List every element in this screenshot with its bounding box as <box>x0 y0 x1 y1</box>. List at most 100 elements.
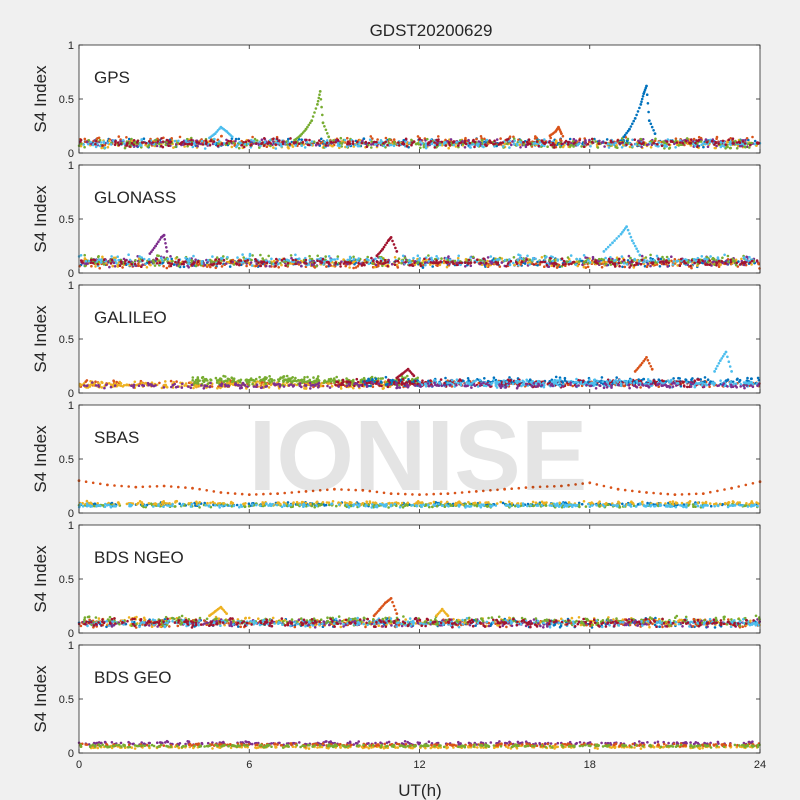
data-point <box>382 142 385 145</box>
data-point <box>495 144 499 148</box>
data-point <box>123 262 127 265</box>
data-point <box>325 139 329 142</box>
data-point <box>660 144 664 148</box>
data-point <box>746 376 749 380</box>
data-point <box>162 264 165 268</box>
data-point <box>640 145 643 149</box>
data-point <box>175 380 178 383</box>
data-point <box>245 264 248 268</box>
data-point <box>370 146 373 149</box>
data-point <box>586 265 590 269</box>
data-point <box>638 253 642 257</box>
data-point <box>106 145 110 149</box>
data-point <box>564 262 567 266</box>
data-point <box>189 381 193 384</box>
data-point <box>489 260 493 264</box>
data-point <box>198 379 201 383</box>
data-point <box>452 143 456 147</box>
data-point <box>181 140 184 144</box>
data-point <box>224 375 227 378</box>
data-point <box>524 145 528 149</box>
data-point <box>106 141 110 145</box>
data-point <box>274 264 277 268</box>
data-point <box>628 127 631 131</box>
data-point <box>554 139 558 142</box>
data-point <box>249 261 253 264</box>
data-point <box>444 144 448 147</box>
data-point <box>184 256 187 260</box>
data-point <box>620 146 624 149</box>
data-point <box>325 261 329 264</box>
data-point <box>433 261 437 264</box>
data-point <box>700 254 704 258</box>
data-point <box>430 256 433 260</box>
data-point <box>455 263 459 267</box>
data-point <box>374 377 378 381</box>
data-point <box>342 262 346 265</box>
data-point <box>211 255 214 258</box>
data-point <box>632 119 635 123</box>
data-point <box>671 263 675 266</box>
data-point <box>626 137 630 141</box>
data-point <box>234 137 238 141</box>
data-point <box>419 264 423 268</box>
data-point <box>522 143 526 146</box>
data-point <box>594 140 597 143</box>
data-point <box>495 138 499 141</box>
scatter-points <box>77 84 762 150</box>
data-point <box>578 138 581 142</box>
data-point <box>629 235 633 239</box>
data-point <box>467 261 470 265</box>
data-point <box>479 261 483 265</box>
data-point <box>336 255 340 258</box>
data-point <box>695 139 698 142</box>
y-tick-label: 0 <box>68 148 74 160</box>
data-point <box>163 238 167 241</box>
data-point <box>127 137 131 141</box>
data-point <box>753 142 757 146</box>
data-point <box>414 379 417 383</box>
data-point <box>310 140 314 143</box>
data-point <box>303 387 306 390</box>
data-point <box>82 143 85 146</box>
data-point <box>603 145 606 148</box>
data-point <box>519 146 522 149</box>
data-point <box>431 265 435 268</box>
data-point <box>308 254 311 258</box>
data-point <box>567 263 571 266</box>
data-point <box>574 139 578 142</box>
data-point <box>313 379 316 383</box>
data-point <box>319 141 323 145</box>
data-point <box>148 140 151 143</box>
data-point <box>510 143 513 147</box>
data-point <box>546 145 549 148</box>
data-point <box>721 256 724 260</box>
data-point <box>94 380 97 384</box>
data-point <box>227 142 231 145</box>
data-point <box>190 138 193 142</box>
data-point <box>587 259 590 262</box>
data-point <box>667 261 670 265</box>
data-point <box>195 140 198 144</box>
data-point <box>368 138 372 141</box>
data-point <box>203 147 207 150</box>
data-point <box>270 257 273 261</box>
data-point <box>537 144 540 148</box>
data-point <box>310 257 314 261</box>
data-point <box>251 382 254 386</box>
data-point <box>349 261 352 265</box>
data-point <box>277 379 281 383</box>
data-point <box>374 143 377 146</box>
data-point <box>749 143 752 147</box>
data-point <box>366 255 370 259</box>
data-point <box>194 258 197 262</box>
data-point <box>463 139 467 143</box>
data-point <box>121 266 124 269</box>
data-point <box>485 144 488 147</box>
data-point <box>534 135 537 138</box>
data-point <box>294 144 297 147</box>
data-point <box>424 142 428 145</box>
data-point <box>458 261 462 265</box>
data-point <box>496 262 500 266</box>
data-point <box>98 266 101 270</box>
